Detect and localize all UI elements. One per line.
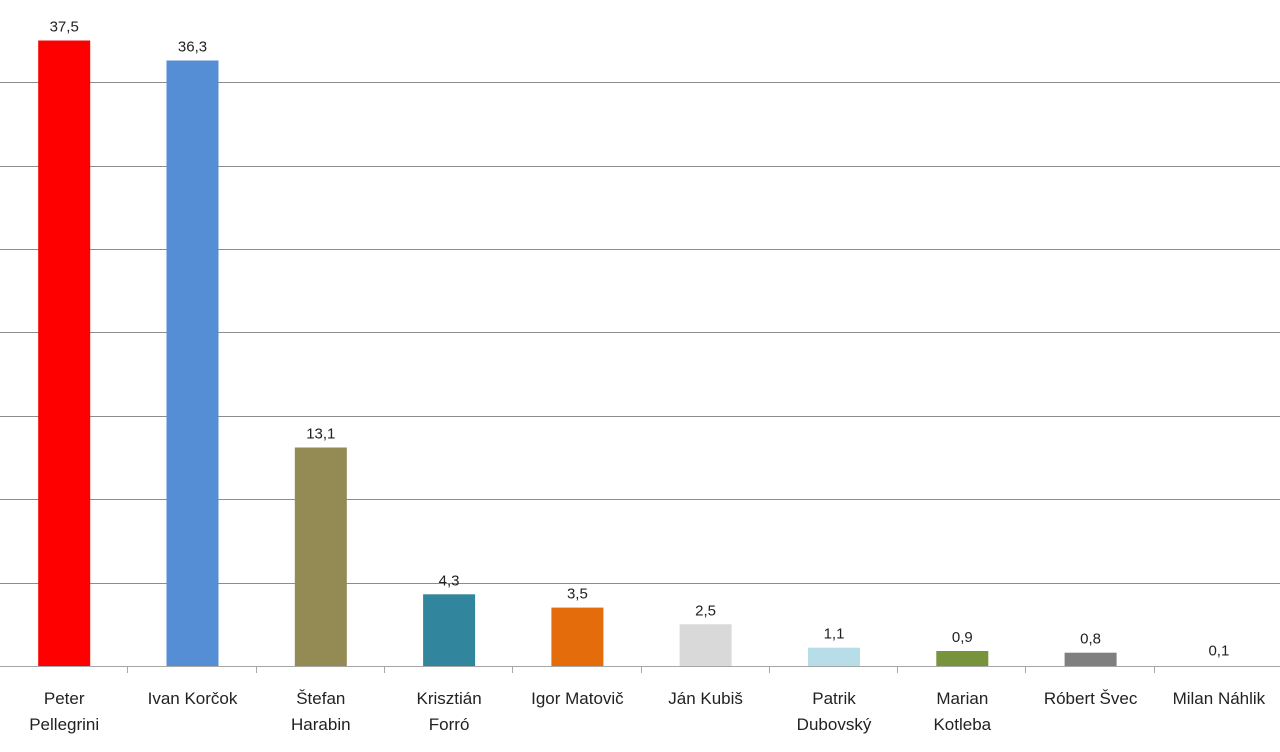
- bar: [936, 651, 989, 666]
- category-label: Patrik Dubovský: [770, 686, 898, 738]
- x-axis-ticks: [127, 666, 1155, 673]
- category-label-line: Pellegrini: [29, 715, 100, 734]
- category-label: Ján Kubiš: [642, 686, 770, 712]
- data-label: 2,5: [695, 602, 716, 619]
- category-label: Ivan Korčok: [129, 686, 257, 712]
- category-label: Milan Náhlik: [1155, 686, 1280, 712]
- bar: [1064, 652, 1117, 666]
- category-label-line: Forró: [428, 715, 470, 734]
- bar: [1192, 664, 1245, 666]
- category-label-line: Róbert Švec: [1043, 689, 1138, 708]
- category-label: Krisztián Forró: [385, 686, 513, 738]
- value-labels: 37,5 36,3 13,1 4,3 3,5 2,5 1,1 0,9 0,8 0,1: [50, 19, 1230, 660]
- data-label: 3,5: [567, 586, 588, 603]
- data-label: 37,5: [50, 19, 79, 36]
- data-label: 0,1: [1208, 642, 1229, 659]
- category-label-line: Krisztián: [416, 689, 482, 708]
- bar: [294, 447, 347, 666]
- category-label: Igor Matovič: [513, 686, 641, 712]
- category-label-line: Milan Náhlik: [1172, 689, 1266, 708]
- bar: [166, 60, 219, 666]
- category-label-line: Štefan: [296, 689, 346, 708]
- category-label: Róbert Švec: [1027, 686, 1155, 712]
- category-label: Marian Kotleba: [898, 686, 1026, 738]
- bar: [423, 594, 476, 666]
- category-label-line: Patrik: [812, 689, 856, 708]
- bars: [38, 40, 1245, 666]
- category-label-line: Harabin: [291, 715, 351, 734]
- category-label: Peter Pellegrini: [0, 686, 128, 738]
- category-label-line: Ivan Korčok: [147, 689, 238, 708]
- data-label: 4,3: [439, 572, 460, 589]
- data-label: 0,9: [952, 629, 973, 646]
- category-label: Štefan Harabin: [257, 686, 385, 738]
- data-label: 13,1: [306, 426, 335, 443]
- category-label-line: Igor Matovič: [531, 689, 624, 708]
- bar: [808, 647, 860, 666]
- bar: [551, 607, 604, 666]
- category-label-line: Marian: [936, 689, 989, 708]
- category-label-line: Dubovský: [796, 715, 872, 734]
- category-label-line: Peter: [43, 689, 85, 708]
- category-label-line: Kotleba: [933, 715, 992, 734]
- data-label: 0,8: [1080, 631, 1101, 648]
- bar: [38, 40, 91, 666]
- data-label: 36,3: [178, 39, 207, 56]
- bar: [679, 624, 732, 666]
- category-label-line: Ján Kubiš: [668, 689, 743, 708]
- data-label: 1,1: [824, 626, 845, 643]
